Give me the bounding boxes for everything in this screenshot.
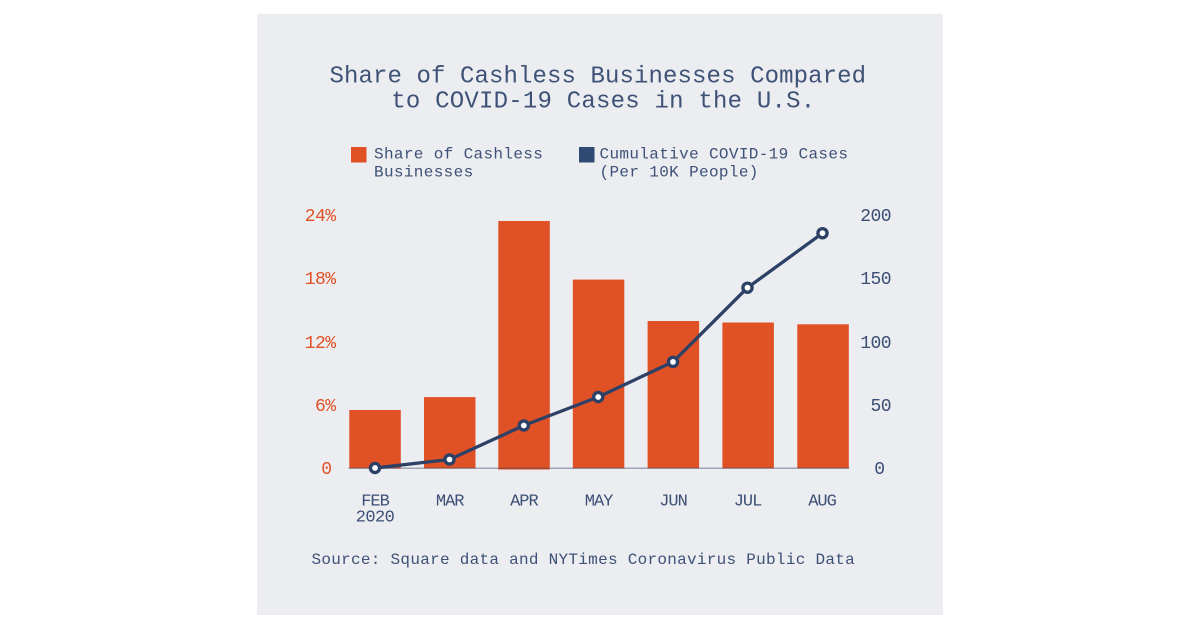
svg-text:JUL: JUL	[734, 493, 762, 512]
svg-text:Share of Cashless Businesses C: Share of Cashless Businesses Compared	[330, 64, 867, 91]
svg-text:FEB: FEB	[361, 493, 389, 512]
svg-text:6%: 6%	[315, 397, 336, 417]
svg-text:0: 0	[321, 460, 331, 480]
svg-text:MAR: MAR	[436, 493, 464, 512]
svg-text:Cumulative COVID-19 Cases: Cumulative COVID-19 Cases	[600, 146, 849, 164]
svg-text:12%: 12%	[305, 334, 337, 354]
svg-text:2020: 2020	[356, 509, 395, 528]
svg-text:50: 50	[870, 397, 891, 417]
svg-text:JUN: JUN	[659, 493, 687, 512]
svg-text:(Per 10K People): (Per 10K People)	[600, 164, 759, 182]
svg-text:AUG: AUG	[808, 493, 836, 512]
svg-text:24%: 24%	[305, 207, 337, 227]
svg-text:0: 0	[874, 460, 884, 480]
svg-text:MAY: MAY	[585, 493, 613, 512]
svg-text:150: 150	[860, 270, 891, 290]
svg-text:APR: APR	[510, 493, 538, 512]
svg-text:to COVID-19 Cases in the U.S.: to COVID-19 Cases in the U.S.	[391, 89, 815, 116]
svg-text:Source: Square data and NYTime: Source: Square data and NYTimes Coronavi…	[312, 551, 856, 569]
svg-text:Businesses: Businesses	[374, 164, 474, 182]
svg-text:18%: 18%	[305, 270, 337, 290]
svg-text:Share of Cashless: Share of Cashless	[374, 146, 543, 164]
svg-text:200: 200	[860, 207, 891, 227]
svg-text:100: 100	[860, 334, 891, 354]
